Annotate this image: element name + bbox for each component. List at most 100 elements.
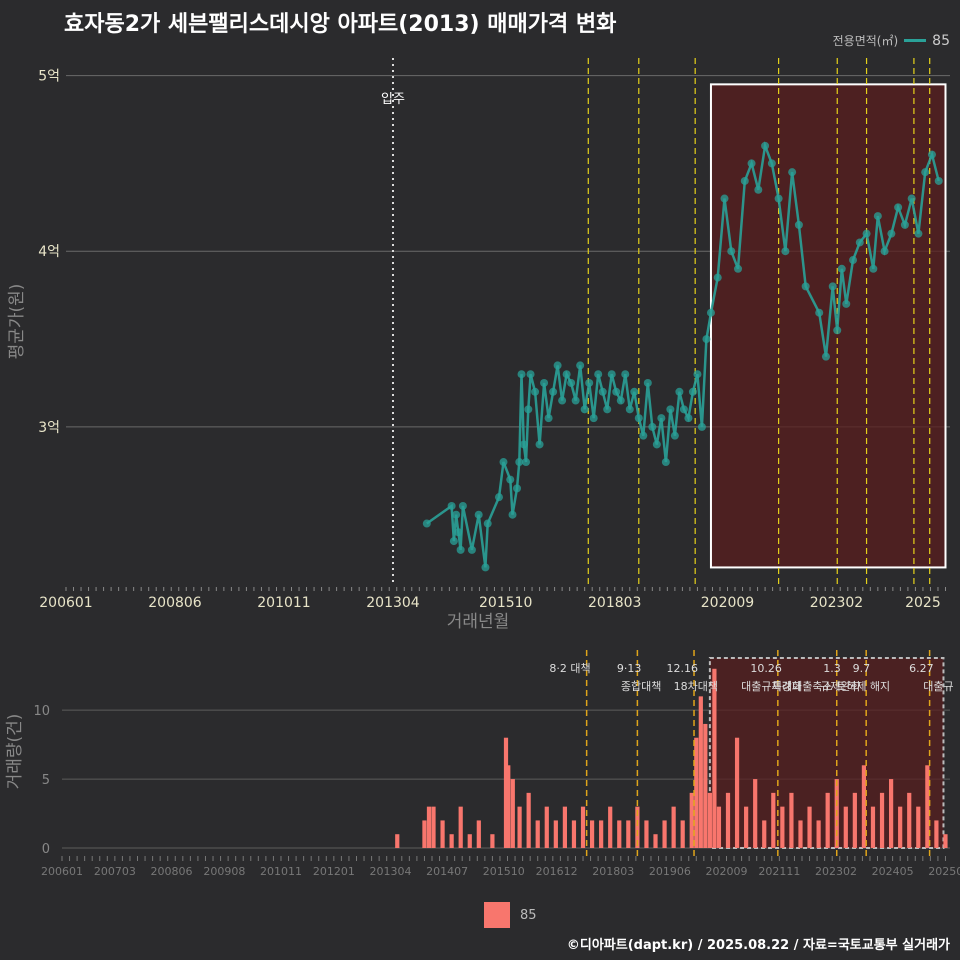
data-point — [553, 361, 562, 370]
data-point — [589, 414, 598, 423]
volume-bar — [807, 806, 812, 848]
data-point — [907, 194, 916, 203]
x-tick-label: 201510 — [479, 595, 532, 611]
bar-y-tick-label: 0 — [42, 842, 50, 857]
data-point — [661, 458, 670, 467]
data-point — [684, 414, 693, 423]
data-point — [801, 282, 810, 291]
data-point — [727, 247, 736, 256]
bar-x-tick-label: 201510 — [483, 865, 525, 878]
data-point — [531, 387, 540, 396]
data-point — [914, 229, 923, 238]
data-point — [603, 405, 612, 414]
data-point — [499, 458, 508, 467]
volume-bar — [431, 806, 436, 848]
bar-x-tick-label: 201407 — [426, 865, 468, 878]
volume-bar — [698, 696, 703, 848]
bar-x-tick-label: 201011 — [260, 865, 302, 878]
data-point — [754, 185, 763, 194]
data-point — [639, 431, 648, 440]
bar-x-tick-label: 200908 — [203, 865, 245, 878]
data-point — [526, 370, 535, 379]
data-point — [713, 273, 722, 282]
data-point — [576, 361, 585, 370]
data-point — [788, 168, 797, 177]
data-point — [515, 458, 524, 467]
data-point — [540, 378, 549, 387]
bar-x-tick-label: 201304 — [369, 865, 411, 878]
data-point — [452, 510, 461, 519]
x-tick-label: 201304 — [366, 595, 420, 611]
bar-y-tick-label: 10 — [33, 704, 50, 719]
data-point — [837, 264, 846, 273]
policy-name-label: 특례대출축소 토허제 해지 — [772, 679, 890, 693]
data-point — [456, 545, 465, 554]
volume-bar — [589, 820, 595, 848]
y-tick-label: 4억 — [38, 244, 60, 260]
data-point — [697, 422, 706, 431]
volume-bar — [716, 806, 722, 848]
volume-bar — [503, 737, 509, 848]
bar-x-tick-label: 201803 — [592, 865, 634, 878]
data-point — [855, 238, 864, 247]
volume-bar — [744, 806, 749, 848]
data-point — [481, 563, 490, 572]
x-tick-label: 201011 — [257, 595, 310, 611]
legend-top: 전용면적(㎡) 85 — [833, 32, 950, 49]
data-point — [454, 528, 463, 537]
data-point — [815, 308, 824, 317]
y-axis-title: 평균가(원) — [7, 284, 27, 360]
volume-bar — [617, 820, 622, 848]
volume-bar — [458, 806, 463, 848]
data-point — [900, 220, 909, 229]
volume-bar — [506, 765, 511, 848]
data-point — [833, 326, 842, 335]
data-point — [894, 203, 903, 212]
data-point — [702, 335, 711, 344]
data-point — [449, 537, 458, 546]
volume-bar — [789, 792, 794, 848]
data-point — [670, 431, 679, 440]
data-point — [927, 150, 936, 159]
policy-date-label: 8·2 대책 — [549, 662, 590, 675]
policy-date-label: 12.16 — [667, 662, 699, 675]
data-point — [612, 387, 621, 396]
data-point — [630, 387, 639, 396]
bar-x-tick-label: 202302 — [815, 865, 857, 878]
data-point — [648, 422, 657, 431]
data-point — [524, 405, 533, 414]
x-axis-title: 거래년월 — [447, 612, 510, 632]
data-point — [781, 247, 790, 256]
data-point — [467, 545, 476, 554]
volume-bar — [934, 820, 939, 848]
volume-bar — [780, 806, 785, 848]
data-point — [761, 141, 770, 150]
volume-bar — [671, 806, 676, 848]
data-point — [625, 405, 634, 414]
x-tick-label: 200806 — [148, 595, 202, 611]
data-point — [567, 378, 576, 387]
data-point — [506, 475, 515, 484]
bar-x-tick-label: 201612 — [536, 865, 578, 878]
data-point — [549, 387, 558, 396]
data-point — [544, 414, 553, 423]
legend-top-item: 85 — [932, 32, 950, 49]
volume-bar — [907, 792, 912, 848]
bar-y-axis-title: 거래량(건) — [5, 714, 25, 790]
data-point — [821, 352, 830, 361]
data-point — [679, 405, 688, 414]
volume-bar — [608, 806, 613, 848]
volume-bar — [599, 820, 604, 848]
data-point — [794, 220, 803, 229]
volume-bar — [422, 820, 427, 848]
bar-x-tick-label: 200601 — [41, 865, 83, 878]
data-point — [934, 176, 943, 185]
bar-x-tick-label: 200703 — [94, 865, 136, 878]
volume-bar — [843, 806, 848, 848]
volume-bar — [562, 806, 567, 848]
data-point — [828, 282, 837, 291]
data-point — [862, 229, 871, 238]
data-point — [675, 387, 684, 396]
data-point — [706, 308, 715, 317]
